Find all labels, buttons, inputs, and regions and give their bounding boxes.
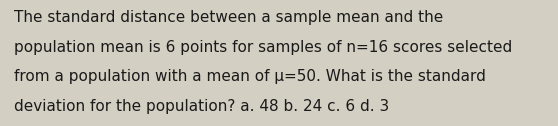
Text: population mean is 6 points for samples of n=16 scores selected: population mean is 6 points for samples … [14, 40, 512, 55]
Text: deviation for the population? a. 48 b. 24 c. 6 d. 3: deviation for the population? a. 48 b. 2… [14, 99, 389, 114]
Text: from a population with a mean of μ=50. What is the standard: from a population with a mean of μ=50. W… [14, 69, 486, 84]
Text: The standard distance between a sample mean and the: The standard distance between a sample m… [14, 10, 443, 25]
